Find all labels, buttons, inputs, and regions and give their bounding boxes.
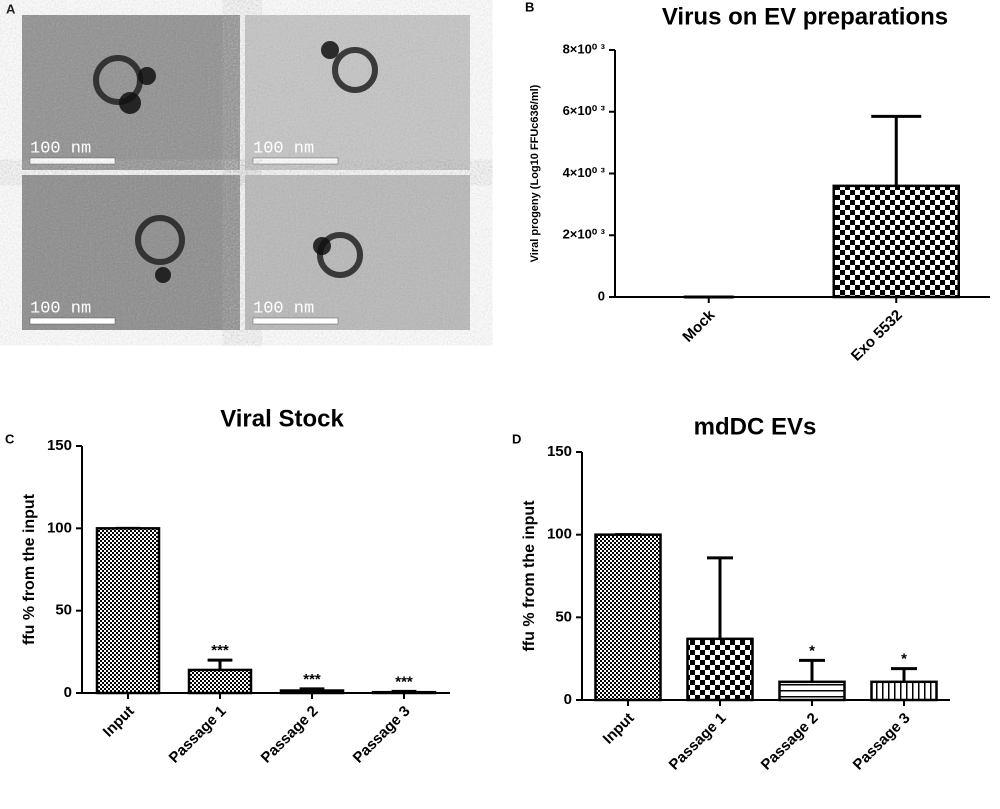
particle bbox=[313, 237, 331, 255]
bar bbox=[778, 680, 846, 702]
y-axis-label: Viral progeny (Log10 FFUc636/ml) bbox=[529, 84, 541, 262]
bar bbox=[870, 680, 938, 702]
particle bbox=[138, 67, 156, 85]
significance: * bbox=[901, 651, 907, 668]
scale-bar bbox=[29, 317, 116, 325]
chart-title: Virus on EV preparations bbox=[662, 3, 948, 30]
bar bbox=[371, 690, 437, 695]
y-tick-label: 0 bbox=[598, 288, 605, 303]
y-tick-label: 2×10⁰ ³ bbox=[563, 227, 606, 242]
micrograph-noise bbox=[22, 175, 240, 330]
x-tick-label: Passage 1 bbox=[166, 703, 230, 767]
y-axis-label: ffu % from the input bbox=[21, 493, 38, 645]
vesicle bbox=[332, 47, 378, 93]
x-tick-label: Exo 5532 bbox=[848, 307, 906, 365]
chart-title: mdDC EVs bbox=[694, 413, 817, 440]
significance: * bbox=[809, 642, 815, 659]
scale-label: 100 nm bbox=[253, 139, 314, 158]
scale-label: 100 nm bbox=[30, 139, 91, 158]
panel-label: D bbox=[512, 431, 521, 446]
bar bbox=[187, 668, 253, 695]
micrograph: 100 nm bbox=[245, 175, 470, 330]
x-tick-label: Input bbox=[100, 703, 138, 741]
y-tick-label: 8×10⁰ ³ bbox=[563, 41, 606, 56]
bar bbox=[279, 689, 345, 695]
scale-bar bbox=[29, 157, 116, 165]
panel-label: B bbox=[525, 0, 534, 14]
y-axis-label: ffu % from the input bbox=[521, 500, 538, 652]
micrograph: 100 nm bbox=[22, 15, 240, 170]
x-tick-label: Passage 2 bbox=[258, 703, 322, 767]
panel-label: A bbox=[6, 1, 16, 16]
y-tick-label: 0 bbox=[564, 691, 572, 708]
y-tick-label: 100 bbox=[547, 526, 572, 543]
vesicle bbox=[135, 215, 185, 265]
x-tick-label: Passage 3 bbox=[350, 703, 414, 767]
micrograph: 100 nm bbox=[245, 15, 470, 170]
micrograph: 100 nm bbox=[22, 175, 240, 330]
significance: *** bbox=[211, 642, 229, 659]
x-tick-label: Input bbox=[600, 710, 638, 748]
y-tick-label: 100 bbox=[47, 519, 72, 536]
panel-label: C bbox=[5, 431, 15, 446]
scale-bar bbox=[252, 157, 339, 165]
bar bbox=[95, 527, 161, 695]
particle bbox=[119, 92, 141, 114]
x-tick-label: Passage 2 bbox=[758, 710, 822, 774]
y-tick-label: 0 bbox=[64, 684, 72, 701]
y-tick-label: 150 bbox=[547, 443, 572, 460]
significance: *** bbox=[395, 673, 413, 690]
scale-bar bbox=[252, 317, 339, 325]
scale-label: 100 nm bbox=[253, 299, 314, 318]
significance: *** bbox=[303, 671, 321, 688]
y-tick-label: 50 bbox=[55, 602, 72, 619]
bar bbox=[594, 533, 662, 702]
y-tick-label: 150 bbox=[47, 437, 72, 454]
x-tick-label: Passage 1 bbox=[666, 710, 730, 774]
chart-title: Viral Stock bbox=[220, 405, 344, 432]
bar bbox=[832, 184, 960, 299]
scale-label: 100 nm bbox=[30, 299, 91, 318]
vesicle bbox=[317, 232, 363, 278]
micrographs: 100 nm 100 nm 100 nm 100 nm bbox=[22, 15, 470, 330]
particle bbox=[155, 267, 171, 283]
particle bbox=[321, 41, 339, 59]
x-tick-label: Passage 3 bbox=[850, 710, 914, 774]
y-tick-label: 50 bbox=[555, 608, 572, 625]
y-tick-label: 6×10⁰ ³ bbox=[563, 103, 606, 118]
bar bbox=[686, 637, 754, 702]
y-tick-label: 4×10⁰ ³ bbox=[563, 165, 606, 180]
x-tick-label: Mock bbox=[679, 306, 719, 346]
